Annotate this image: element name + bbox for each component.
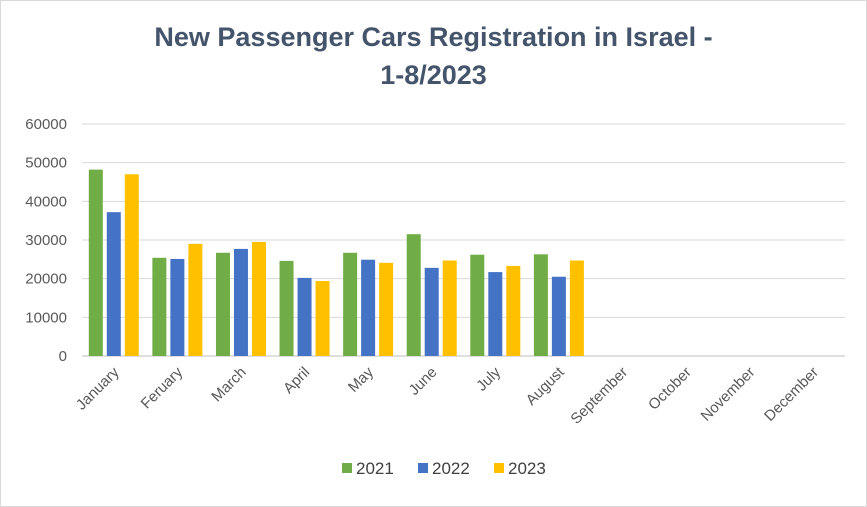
bar-2021-march [215, 252, 230, 356]
bar-2023-march [251, 241, 266, 356]
bar-2021-january [88, 169, 103, 356]
y-tick-label: 0 [59, 348, 67, 365]
bar-2023-january [124, 174, 139, 356]
y-tick-label: 10000 [25, 309, 67, 326]
legend-label-2022: 2022 [432, 459, 470, 478]
bar-2022-feruary [170, 258, 185, 356]
bar-2023-july [506, 265, 521, 356]
bar-2021-may [343, 252, 358, 356]
bar-2021-july [470, 254, 485, 356]
chart-title: New Passenger Cars Registration in Israe… [0, 18, 867, 94]
bar-2021-august [533, 254, 548, 356]
legend-swatch-2021 [342, 463, 352, 473]
bar-2023-august [569, 260, 584, 356]
x-tick-label: Feruary [138, 363, 187, 412]
x-tick-label: June [406, 364, 441, 399]
y-tick-label: 60000 [25, 116, 67, 133]
x-tick-label: May [345, 363, 377, 395]
x-tick-label: September [567, 364, 631, 428]
chart-title-line-1: New Passenger Cars Registration in Israe… [154, 22, 713, 52]
x-tick-label: October [645, 364, 695, 414]
legend-label-2021: 2021 [356, 459, 394, 478]
bar-2022-january [106, 212, 121, 356]
bar-2023-april [315, 280, 330, 356]
y-tick-label: 50000 [25, 155, 67, 172]
x-tick-label: December [761, 364, 822, 425]
x-tick-label: March [208, 364, 249, 405]
bar-2022-march [233, 248, 248, 356]
bar-2022-june [424, 267, 439, 356]
bar-2023-june [442, 260, 457, 356]
bar-2021-feruary [152, 257, 167, 356]
bar-2022-august [551, 276, 566, 356]
bar-2022-april [297, 277, 312, 356]
x-tick-label: August [523, 363, 569, 409]
x-tick-label: January [73, 363, 123, 413]
legend-label-2023: 2023 [508, 459, 546, 478]
x-tick-label: November [697, 364, 758, 425]
x-tick-label: July [473, 363, 504, 394]
bar-2022-may [361, 259, 376, 356]
bar-2023-feruary [188, 243, 203, 356]
y-tick-label: 20000 [25, 271, 67, 288]
x-tick-label: April [280, 364, 313, 397]
bar-2021-april [279, 260, 294, 356]
y-tick-label: 30000 [25, 232, 67, 249]
chart-title-line-2: 1-8/2023 [380, 60, 487, 90]
legend-swatch-2023 [494, 463, 504, 473]
bar-2021-june [406, 234, 421, 356]
legend-swatch-2022 [418, 463, 428, 473]
y-tick-label: 40000 [25, 193, 67, 210]
bar-2022-july [488, 272, 503, 356]
bar-2023-may [379, 262, 394, 356]
